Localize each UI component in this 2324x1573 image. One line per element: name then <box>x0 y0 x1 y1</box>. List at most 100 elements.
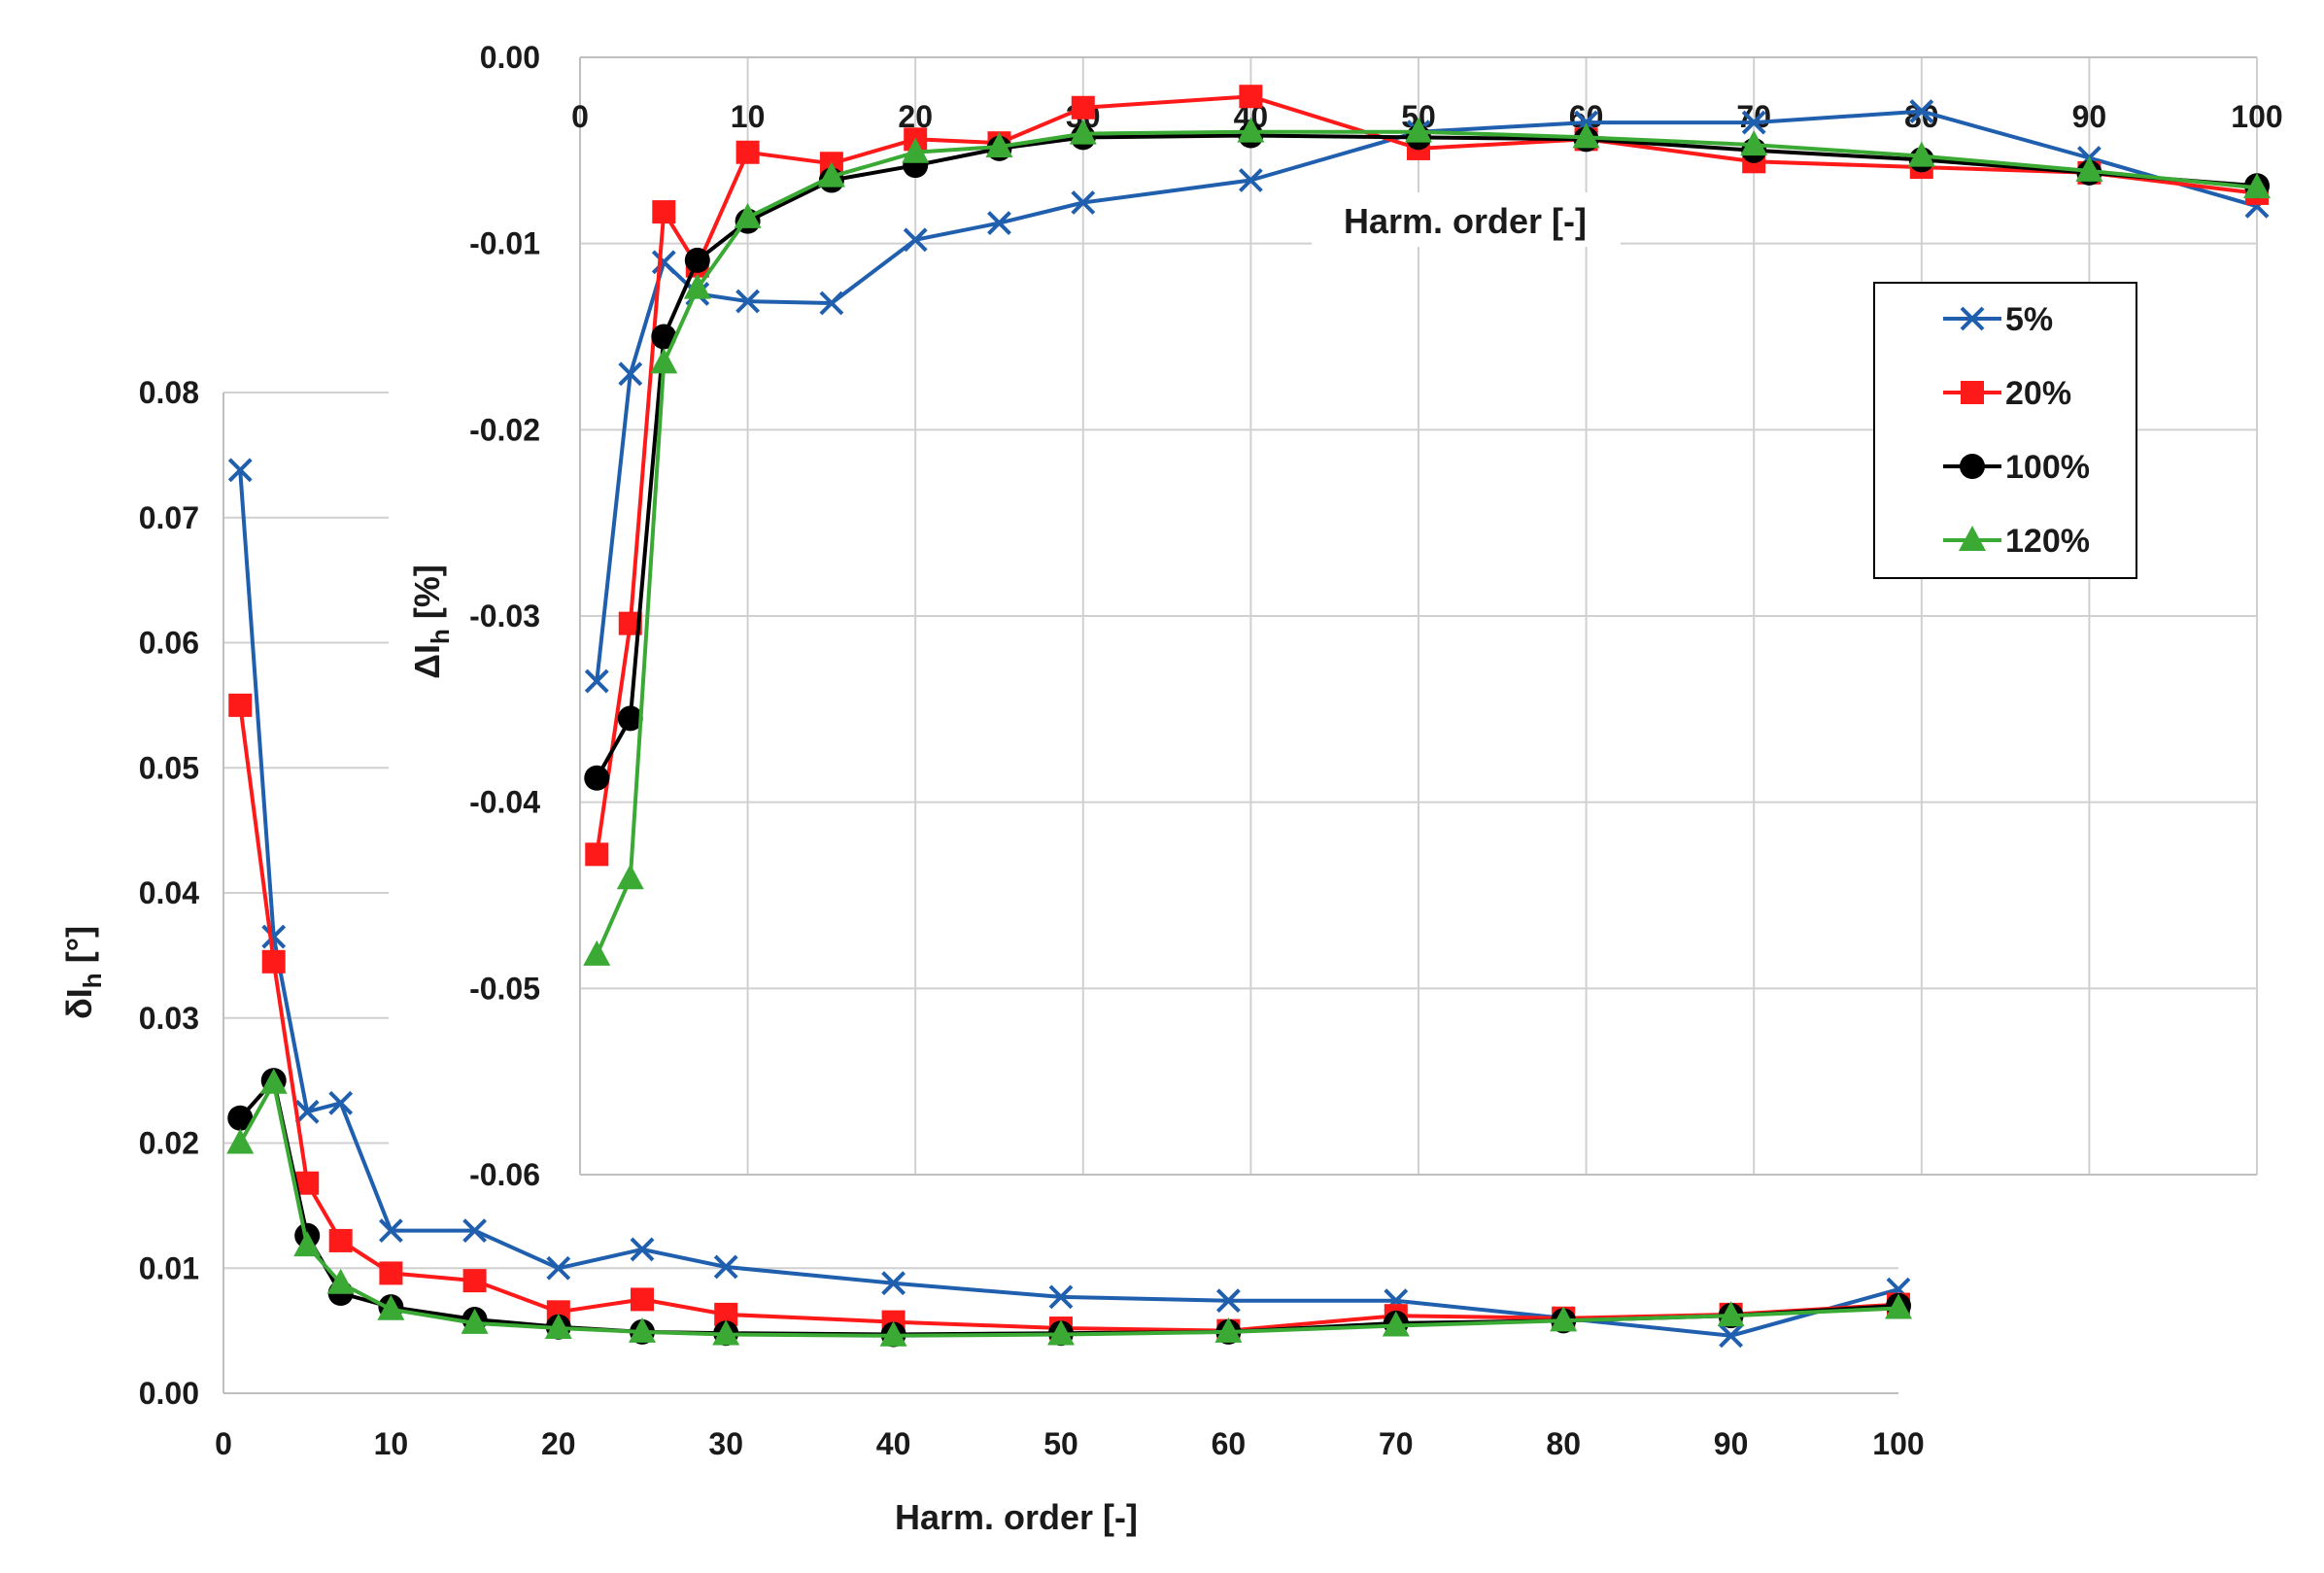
main-point-20pct <box>631 1287 654 1312</box>
main-x-tick-label: 70 <box>1379 1426 1414 1461</box>
legend-items: 5% 20% 100% 120% <box>1943 301 2090 560</box>
inset-x-label-background <box>1312 192 1621 247</box>
main-x-tick-label: 30 <box>708 1426 743 1461</box>
inset-point-5pct <box>1238 168 1263 192</box>
main-y-tick-label: 0.04 <box>139 875 199 910</box>
inset-point-5pct <box>819 291 844 316</box>
inset-point-120pct <box>1907 141 1935 167</box>
inset-point-100pct <box>584 765 610 791</box>
main-point-120pct <box>461 1308 489 1334</box>
main-point-120pct <box>1550 1306 1578 1332</box>
inset-point-20pct <box>585 842 609 867</box>
main-y-tick-label: 0.08 <box>139 375 199 410</box>
inset-y-axis-label: ΔIh [%] <box>407 564 455 679</box>
inset-point-5pct <box>1071 190 1096 215</box>
inset-point-120pct <box>817 161 845 188</box>
main-y-tick-label: 0.06 <box>139 626 199 661</box>
main-point-120pct <box>326 1268 355 1294</box>
main-series-5pct <box>227 458 1911 1349</box>
inset-y-tick-label: -0.02 <box>469 412 540 447</box>
inset-point-20pct <box>735 140 760 164</box>
main-line-5pct <box>238 469 1899 1338</box>
inset-y-tick-label: 0.00 <box>480 40 540 75</box>
main-point-20pct <box>379 1261 403 1285</box>
main-y-tick-label: 0.05 <box>139 750 199 785</box>
main-point-5pct <box>328 1090 354 1115</box>
legend-label-120pct: 120% <box>2005 523 2090 560</box>
legend-label-5pct: 5% <box>2005 301 2053 338</box>
main-series-120pct <box>226 1068 1912 1347</box>
inset-point-120pct <box>1069 119 1097 145</box>
main-point-120pct <box>712 1319 740 1346</box>
inset-point-5pct <box>651 250 676 275</box>
inset-point-120pct <box>1237 117 1265 143</box>
inset-y-label-unit: [%] <box>407 564 447 629</box>
inset-point-20pct <box>1239 85 1263 109</box>
main-point-120pct <box>293 1231 322 1257</box>
inset-point-120pct <box>1405 117 1432 143</box>
inset-y-tick-label: -0.04 <box>469 785 540 820</box>
inset-point-120pct <box>1572 122 1600 149</box>
inset-point-5pct <box>735 289 761 314</box>
inset-point-100pct <box>684 247 710 273</box>
inset-line-120pct <box>595 129 2258 956</box>
main-y-tick-label: 0.00 <box>139 1376 199 1411</box>
legend-item-5pct: 5% <box>1943 301 2053 338</box>
main-y-label-unit: [°] <box>59 926 99 973</box>
inset-axes <box>579 56 2257 1176</box>
main-point-5pct <box>1215 1288 1241 1314</box>
main-point-120pct <box>259 1068 288 1094</box>
main-y-tick-label: 0.02 <box>139 1126 199 1161</box>
main-point-120pct <box>544 1314 572 1340</box>
main-x-tick-label: 40 <box>876 1426 911 1461</box>
inset-point-120pct <box>985 132 1013 157</box>
main-y-label-subscript: h <box>78 973 107 988</box>
inset-point-120pct <box>1740 130 1768 156</box>
inset-line-5pct <box>595 109 2258 682</box>
main-point-100pct <box>227 1105 254 1131</box>
main-point-5pct <box>294 1099 320 1124</box>
main-y-tick-label: 0.01 <box>139 1250 199 1285</box>
main-point-5pct <box>1719 1323 1744 1349</box>
main-y-tick-label: 0.07 <box>139 500 199 535</box>
inset-point-5pct <box>1741 110 1766 135</box>
main-x-tick-label: 0 <box>215 1426 232 1461</box>
inset-point-120pct <box>650 348 678 374</box>
inset-point-120pct <box>2075 155 2103 182</box>
inset-y-tick-label: -0.05 <box>469 971 540 1006</box>
legend: 5% 20% 100% 120% <box>1873 282 2137 579</box>
main-point-20pct <box>261 949 286 974</box>
inset-series-120pct <box>583 117 2271 966</box>
inset-series <box>583 85 2271 966</box>
main-y-label-main: δI <box>59 988 99 1019</box>
main-line-20pct <box>238 704 1899 1333</box>
main-line-120pct <box>238 1080 1899 1338</box>
main-y-tick-labels: 0.00 0.01 0.02 0.03 0.04 0.05 0.06 0.07 0.08 <box>139 375 199 1411</box>
inset-x-tick-label: 70 <box>1736 99 1771 134</box>
legend-marker-5pct <box>1960 306 1985 331</box>
main-point-5pct <box>462 1218 488 1244</box>
main-point-5pct <box>261 924 287 949</box>
inset-point-5pct <box>1909 99 1934 123</box>
main-y-tick-label: 0.03 <box>139 1001 199 1036</box>
main-point-120pct <box>1047 1319 1075 1346</box>
main-x-tick-label: 100 <box>1872 1426 1924 1461</box>
main-x-tick-label: 80 <box>1546 1426 1581 1461</box>
inset-y-label-subscript: h <box>426 629 455 644</box>
main-x-tick-label: 60 <box>1212 1426 1247 1461</box>
main-point-120pct <box>1885 1293 1912 1319</box>
legend-item-100pct: 100% <box>1943 449 2090 486</box>
legend-marker-20pct <box>1961 381 1984 404</box>
inset-point-5pct <box>618 361 643 387</box>
main-point-120pct <box>879 1320 907 1347</box>
main-point-5pct <box>630 1237 655 1262</box>
inset-y-tick-label: -0.06 <box>469 1157 540 1192</box>
inset-x-tick-label: 100 <box>2231 99 2282 134</box>
inset-point-5pct <box>903 227 928 253</box>
main-point-120pct <box>226 1128 255 1154</box>
main-point-5pct <box>881 1271 906 1296</box>
main-x-tick-label: 50 <box>1043 1426 1078 1461</box>
inset-chart: 0.00 -0.01 -0.02 -0.03 -0.04 -0.05 -0.06 0 10 20… <box>389 39 2283 1205</box>
inset-point-20pct <box>652 200 676 224</box>
